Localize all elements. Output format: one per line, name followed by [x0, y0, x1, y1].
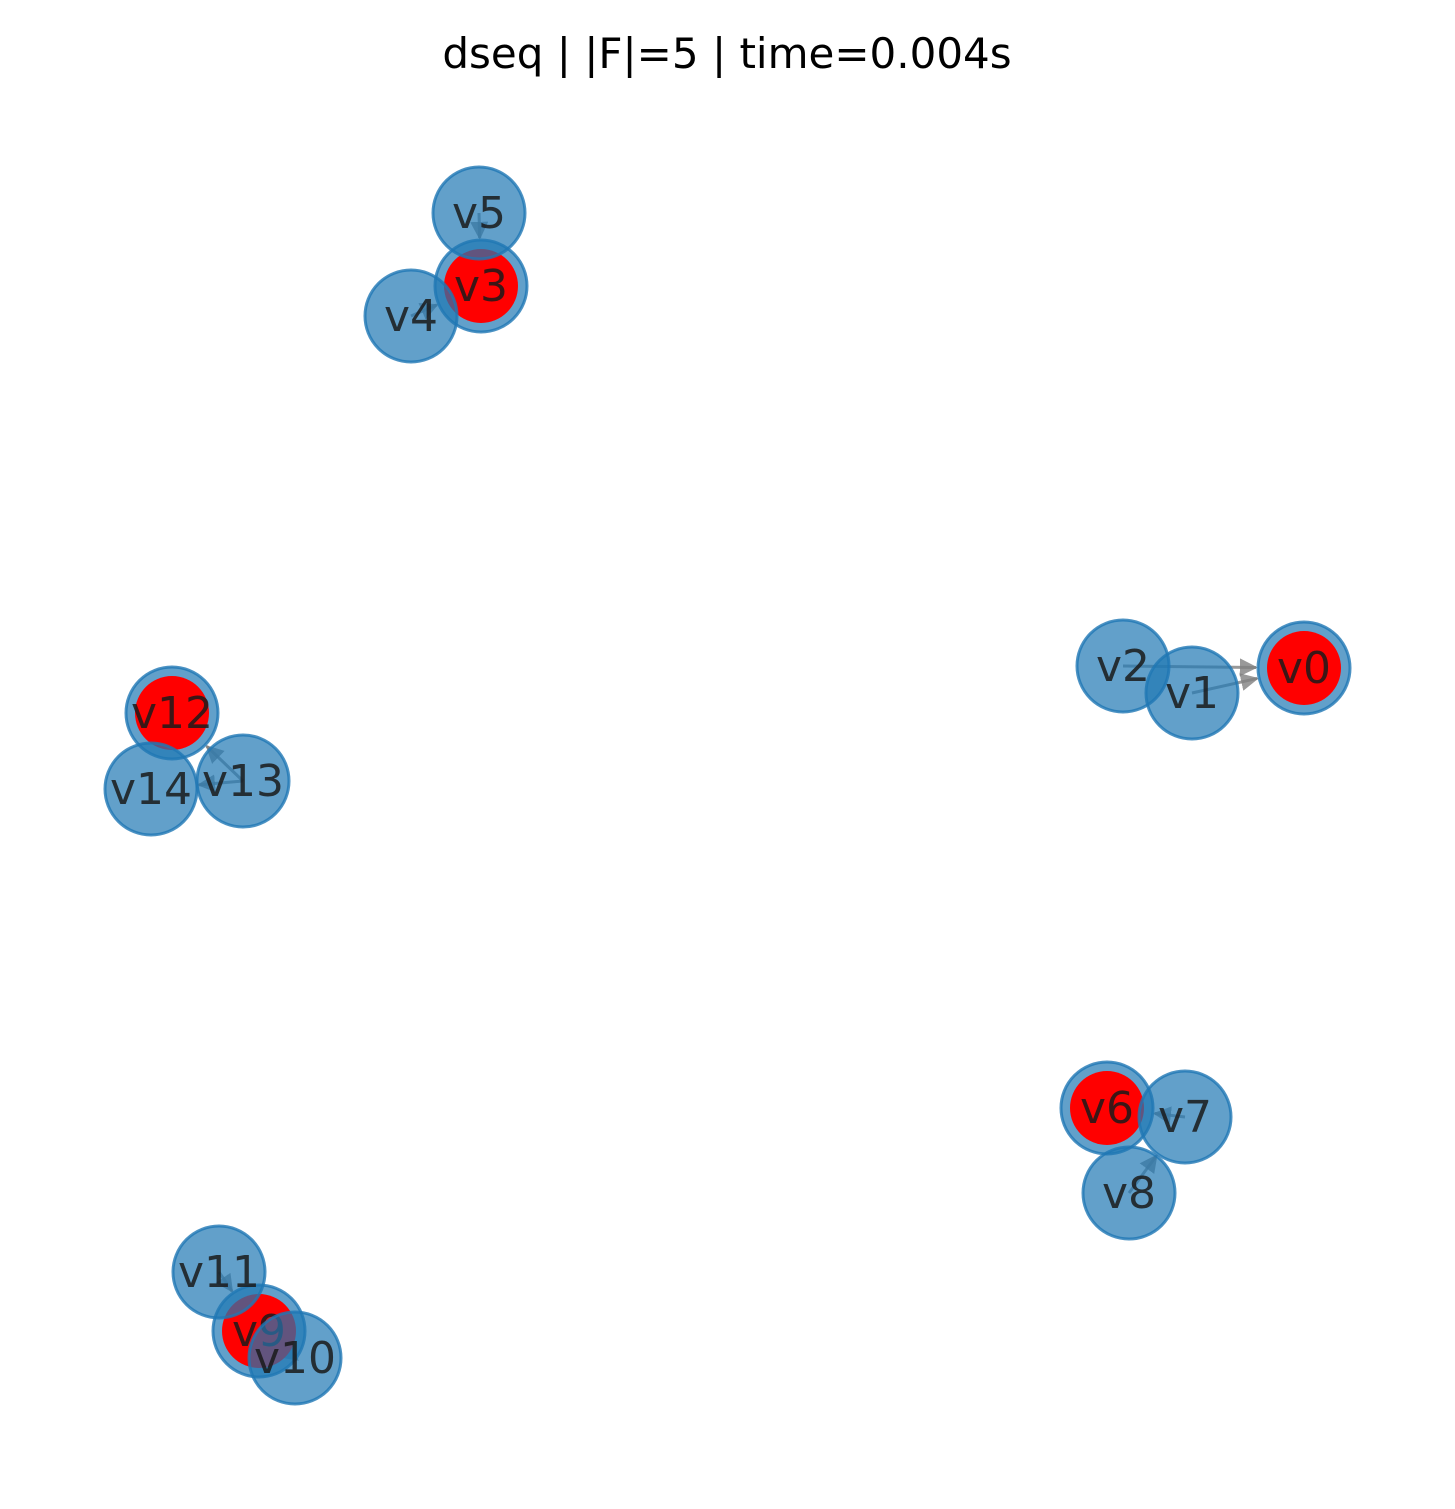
- node-label-v4: v4: [384, 291, 438, 342]
- node-v4: v4: [363, 268, 459, 364]
- node-label-v2: v2: [1096, 641, 1150, 692]
- node-v11: v11: [171, 1224, 267, 1320]
- node-label-v10: v10: [254, 1333, 336, 1384]
- node-v5: v5: [431, 165, 527, 261]
- chart-title: dseq | |F|=5 | time=0.004s: [442, 29, 1011, 78]
- node-v8: v8: [1081, 1145, 1177, 1241]
- node-v12: v12: [124, 665, 220, 761]
- node-v7: v7: [1137, 1069, 1233, 1165]
- node-circle-v2: [1075, 618, 1171, 714]
- node-v3: v3: [433, 238, 529, 334]
- node-label-v0: v0: [1277, 643, 1331, 694]
- node-label-v1: v1: [1165, 668, 1219, 719]
- node-circle-v4: [363, 268, 459, 364]
- node-circle-v7: [1137, 1069, 1233, 1165]
- node-circle-v14: [103, 741, 199, 837]
- node-v6: v6: [1059, 1060, 1155, 1156]
- node-v10: v10: [247, 1310, 343, 1406]
- node-label-v13: v13: [202, 756, 284, 807]
- node-label-v12: v12: [131, 688, 213, 739]
- node-label-v11: v11: [178, 1247, 260, 1298]
- node-highlight-v6: [1070, 1071, 1144, 1145]
- node-highlight-v3: [444, 249, 518, 323]
- nodes-layer: v0v1v2v3v4v5v6v7v8v9v10v11v12v13v14: [103, 165, 1352, 1406]
- node-label-v8: v8: [1102, 1168, 1156, 1219]
- node-highlight-v12: [135, 676, 209, 750]
- node-label-v6: v6: [1080, 1083, 1134, 1134]
- node-v13: v13: [195, 733, 291, 829]
- node-highlight-v0: [1267, 631, 1341, 705]
- node-v0: v0: [1256, 620, 1352, 716]
- node-circle-v5: [431, 165, 527, 261]
- node-label-v3: v3: [454, 261, 508, 312]
- node-circle-v8: [1081, 1145, 1177, 1241]
- node-v14: v14: [103, 741, 199, 837]
- node-circle-v10: [247, 1310, 343, 1406]
- node-v2: v2: [1075, 618, 1171, 714]
- node-label-v5: v5: [452, 188, 506, 239]
- node-label-v14: v14: [110, 764, 192, 815]
- node-label-v7: v7: [1158, 1092, 1212, 1143]
- node-circle-v11: [171, 1224, 267, 1320]
